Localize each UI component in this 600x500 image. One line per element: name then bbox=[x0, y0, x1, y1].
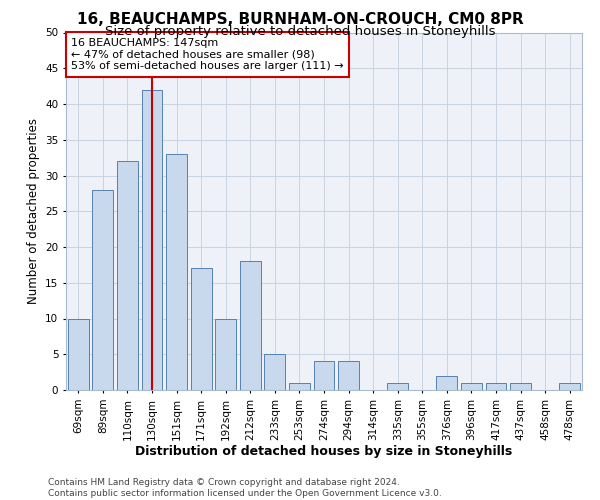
Bar bbox=[387, 383, 408, 390]
Text: 16, BEAUCHAMPS, BURNHAM-ON-CROUCH, CM0 8PR: 16, BEAUCHAMPS, BURNHAM-ON-CROUCH, CM0 8… bbox=[77, 12, 523, 28]
Bar bbox=[510, 383, 531, 390]
Bar bbox=[559, 383, 580, 390]
Bar bbox=[461, 383, 482, 390]
Bar bbox=[191, 268, 212, 390]
Bar bbox=[166, 154, 187, 390]
Bar bbox=[117, 161, 138, 390]
Text: Contains HM Land Registry data © Crown copyright and database right 2024.
Contai: Contains HM Land Registry data © Crown c… bbox=[48, 478, 442, 498]
Bar bbox=[215, 318, 236, 390]
Y-axis label: Number of detached properties: Number of detached properties bbox=[26, 118, 40, 304]
Bar bbox=[314, 362, 334, 390]
X-axis label: Distribution of detached houses by size in Stoneyhills: Distribution of detached houses by size … bbox=[136, 446, 512, 458]
Bar bbox=[142, 90, 163, 390]
Bar bbox=[240, 262, 261, 390]
Bar bbox=[485, 383, 506, 390]
Bar bbox=[436, 376, 457, 390]
Bar bbox=[265, 354, 286, 390]
Bar bbox=[289, 383, 310, 390]
Bar bbox=[68, 318, 89, 390]
Bar bbox=[92, 190, 113, 390]
Bar bbox=[338, 362, 359, 390]
Text: Size of property relative to detached houses in Stoneyhills: Size of property relative to detached ho… bbox=[105, 25, 495, 38]
Text: 16 BEAUCHAMPS: 147sqm
← 47% of detached houses are smaller (98)
53% of semi-deta: 16 BEAUCHAMPS: 147sqm ← 47% of detached … bbox=[71, 38, 344, 71]
